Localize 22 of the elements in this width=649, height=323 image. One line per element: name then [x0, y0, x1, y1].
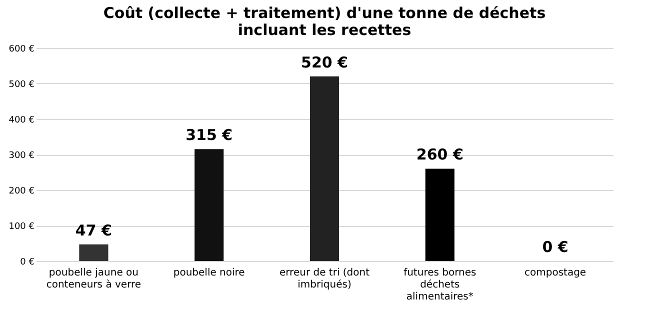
y-tick-label: 300 €	[8, 151, 35, 161]
x-tick-label: futures bornes déchets alimentaires*	[404, 268, 476, 302]
data-label: 520 €	[301, 53, 348, 72]
y-tick-label: 400 €	[8, 116, 35, 126]
x-tick-label: compostage	[524, 268, 586, 278]
data-label: 315 €	[186, 126, 233, 144]
data-label: 0 €	[542, 238, 568, 256]
bar	[425, 168, 454, 261]
data-label: 260 €	[416, 146, 464, 164]
x-tick-label: poubelle noire	[173, 268, 245, 278]
x-tick-label: poubelle jaune ou conteneurs à verre	[46, 268, 142, 290]
y-tick-label: 600 €	[8, 44, 35, 54]
bar	[310, 76, 340, 261]
bar	[194, 149, 224, 261]
y-tick-label: 0 €	[20, 258, 35, 268]
chart-title: Coût (collecte + traitement) d'une tonne de déchets incluant les recettes	[103, 4, 546, 39]
y-tick-label: 200 €	[8, 186, 35, 196]
bar	[79, 244, 108, 261]
y-tick-label: 500 €	[8, 80, 35, 90]
x-tick-label: erreur de tri (dont imbriqués)	[279, 268, 370, 290]
y-tick-label: 100 €	[8, 222, 35, 232]
data-label: 47 €	[75, 221, 112, 240]
